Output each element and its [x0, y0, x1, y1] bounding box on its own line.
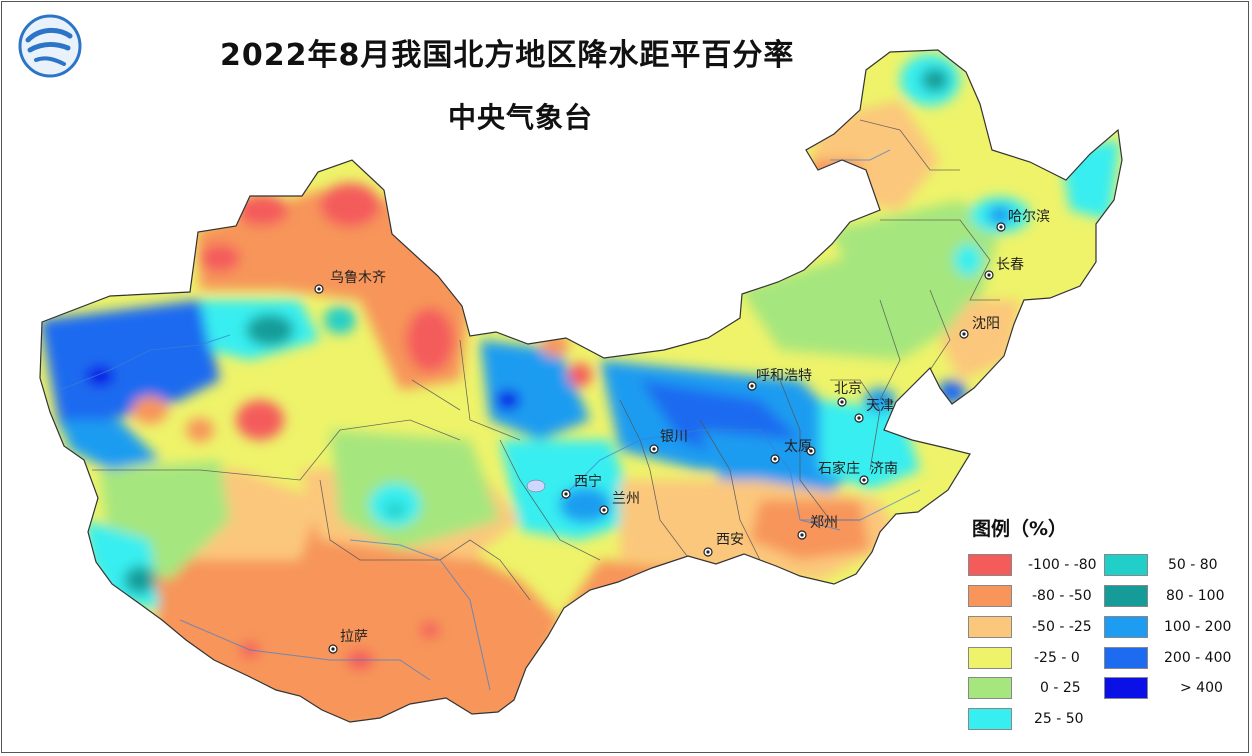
city-label-lhasa: 拉萨: [340, 629, 368, 645]
city-label-zhengzhou: 郑州: [810, 515, 838, 531]
map-subtitle: 中央气象台: [448, 101, 594, 134]
legend-swatch: [1104, 677, 1148, 699]
legend-swatch: [1104, 554, 1148, 576]
city-marker-xian: [703, 547, 713, 557]
legend-swatch: [968, 647, 1012, 669]
city-label-xian: 西安: [716, 532, 744, 548]
city-marker-changchun: [984, 270, 994, 280]
city-label-hohhot: 呼和浩特: [756, 368, 812, 384]
city-marker-shijiazhuang: [806, 446, 816, 456]
legend-swatch: [968, 677, 1012, 699]
city-marker-tianjin: [854, 413, 864, 423]
cma-logo-icon: [18, 14, 82, 78]
city-marker-beijing: [837, 397, 847, 407]
legend-swatch: [1104, 647, 1148, 669]
city-label-harbin: 哈尔滨: [1008, 209, 1050, 225]
legend-label: -25 - 0: [1034, 650, 1080, 666]
legend-swatch: [968, 616, 1012, 638]
legend-swatch: [968, 554, 1012, 576]
legend-label: 100 - 200: [1164, 619, 1232, 635]
city-label-urumqi: 乌鲁木齐: [330, 270, 386, 286]
legend-label: 80 - 100: [1166, 588, 1225, 604]
city-marker-urumqi: [314, 284, 324, 294]
legend-label: -80 - -50: [1032, 588, 1092, 604]
city-marker-lhasa: [328, 644, 338, 654]
city-label-lanzhou: 兰州: [612, 491, 640, 507]
city-label-taiyuan: 太原: [784, 439, 812, 455]
city-marker-shenyang: [959, 329, 969, 339]
legend-swatch: [968, 708, 1012, 730]
legend-label: 200 - 400: [1164, 650, 1232, 666]
city-marker-hohhot: [747, 381, 757, 391]
city-marker-xining: [561, 489, 571, 499]
city-label-jinan: 济南: [870, 461, 898, 477]
legend-label: 50 - 80: [1168, 557, 1218, 573]
city-marker-zhengzhou: [797, 530, 807, 540]
legend-label: -50 - -25: [1032, 619, 1092, 635]
city-marker-harbin: [996, 222, 1006, 232]
city-label-xining: 西宁: [574, 474, 602, 490]
city-markers: [314, 222, 1006, 654]
legend-swatch: [1104, 616, 1148, 638]
city-label-shenyang: 沈阳: [972, 316, 1000, 332]
city-label-beijing: 北京: [834, 381, 862, 397]
city-label-yinchuan: 银川: [660, 429, 688, 445]
city-marker-lanzhou: [599, 505, 609, 515]
city-label-changchun: 长春: [996, 257, 1024, 273]
legend-swatch: [1104, 585, 1148, 607]
legend-label: 25 - 50: [1034, 711, 1084, 727]
city-marker-yinchuan: [649, 444, 659, 454]
city-label-tianjin: 天津: [866, 398, 894, 414]
city-label-shijiazhuang: 石家庄: [818, 461, 860, 477]
city-marker-jinan: [859, 475, 869, 485]
legend-label: -100 - -80: [1028, 557, 1097, 573]
legend-swatch: [968, 585, 1012, 607]
city-marker-taiyuan: [770, 454, 780, 464]
map-title: 2022年8月我国北方地区降水距平百分率: [220, 38, 795, 73]
legend-title: 图例（%）: [972, 518, 1068, 540]
legend-label: > 400: [1180, 680, 1223, 696]
legend-label: 0 - 25: [1040, 680, 1081, 696]
